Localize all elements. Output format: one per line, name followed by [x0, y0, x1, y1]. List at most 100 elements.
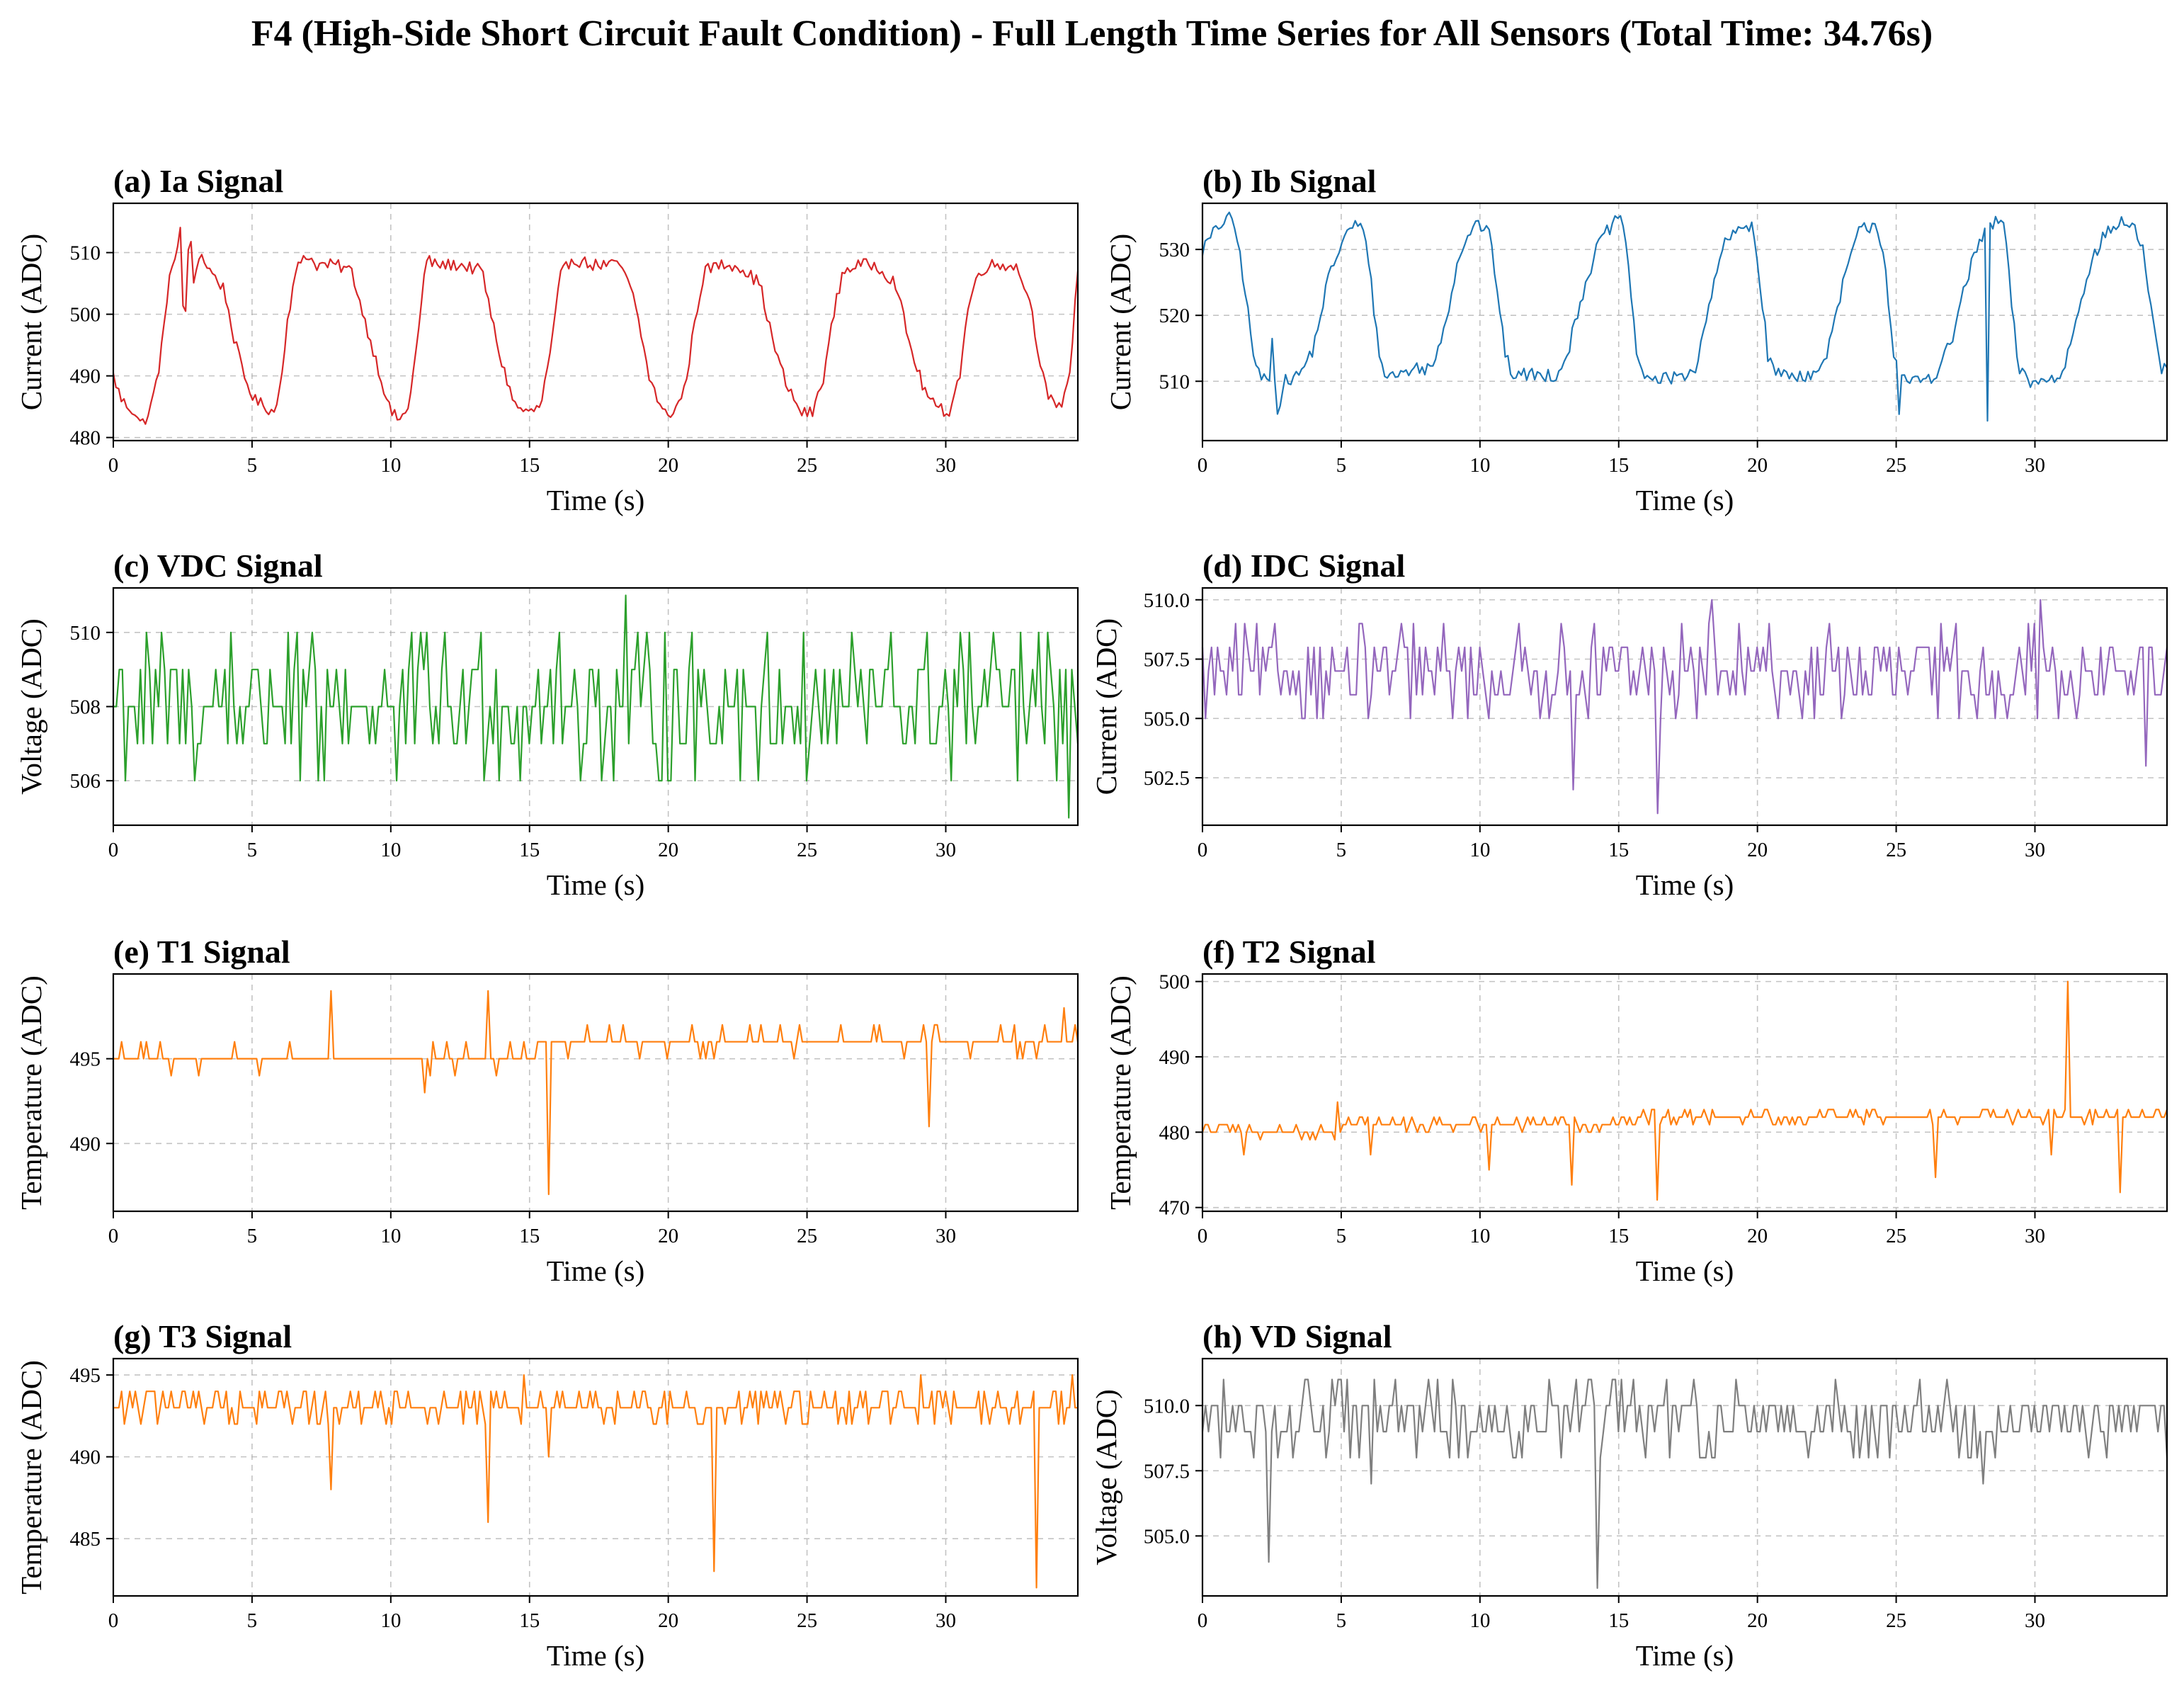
- x-axis-label: Time (s): [547, 484, 645, 516]
- x-tick-label: 25: [797, 1225, 817, 1247]
- panel-title-idc: (d) IDC Signal: [1202, 548, 1405, 584]
- y-tick-label: 495: [70, 1048, 101, 1071]
- x-axis-label: Time (s): [547, 1254, 645, 1287]
- panel-title-vdc: (c) VDC Signal: [113, 548, 323, 584]
- x-tick-label: 25: [1886, 1609, 1906, 1632]
- panel-title-t1: (e) T1 Signal: [113, 934, 290, 970]
- x-tick-label: 30: [935, 1609, 956, 1632]
- plot-frame: [1201, 1357, 2168, 1597]
- x-tick-label: 15: [1608, 839, 1629, 861]
- x-tick-label: 0: [108, 1225, 119, 1247]
- plot-frame: [1201, 587, 2168, 827]
- x-tick-label: 5: [1336, 1609, 1347, 1632]
- figure-title: F4 (High-Side Short Circuit Fault Condit…: [251, 13, 1933, 54]
- x-tick-label: 25: [1886, 839, 1906, 861]
- panel-t2: (f) T2 Signal 0 5 10 15 20 25 30 470 480 490 500 Tim…: [1104, 934, 2168, 1287]
- y-axis-label: Current (ADC): [1104, 234, 1137, 410]
- series-line-t1: [113, 990, 1079, 1196]
- series-line-ia: [112, 227, 1079, 425]
- x-tick-label: 20: [658, 839, 678, 861]
- y-tick-label: 510: [1159, 370, 1190, 393]
- x-tick-label: 10: [1469, 1225, 1490, 1247]
- x-tick-label: 10: [1469, 454, 1490, 477]
- x-tick-label: 5: [247, 1225, 258, 1247]
- x-tick-label: 0: [108, 1609, 119, 1632]
- x-tick-label: 10: [380, 1609, 401, 1632]
- panel-title-vd: (h) VD Signal: [1202, 1318, 1392, 1354]
- x-tick-label: 5: [247, 1609, 258, 1632]
- series-line-ib: [1201, 211, 2168, 422]
- x-tick-label: 10: [1469, 839, 1490, 861]
- x-tick-label: 25: [797, 839, 817, 861]
- y-tick-label: 510.0: [1144, 1395, 1190, 1417]
- y-tick-label: 480: [70, 427, 101, 450]
- x-tick-label: 15: [1608, 454, 1629, 477]
- y-tick-label: 502.5: [1144, 767, 1190, 790]
- y-tick-label: 505.0: [1144, 708, 1190, 730]
- x-tick-label: 30: [935, 454, 956, 477]
- y-axis-label: Temperature (ADC): [1104, 975, 1137, 1210]
- y-tick-label: 490: [1159, 1046, 1190, 1069]
- x-tick-label: 0: [108, 454, 119, 477]
- series-line-vdc: [113, 594, 1079, 819]
- y-axis-label: Temperature (ADC): [15, 1360, 47, 1594]
- y-tick-label: 507.5: [1144, 1460, 1190, 1483]
- series-line-vd: [1201, 1378, 2168, 1590]
- x-axis-label: Time (s): [1636, 1254, 1734, 1287]
- y-tick-label: 490: [70, 1446, 101, 1469]
- x-axis-label: Time (s): [547, 1639, 645, 1672]
- panel-t1: (e) T1 Signal 0 5 10 15 20 25 30 490 495 Time (s) T…: [15, 934, 1079, 1287]
- x-axis-label: Time (s): [547, 868, 645, 901]
- panel-title-t3: (g) T3 Signal: [113, 1318, 292, 1354]
- x-tick-label: 5: [1336, 1225, 1347, 1247]
- x-tick-label: 10: [380, 1225, 401, 1247]
- x-tick-label: 10: [380, 454, 401, 477]
- plot-frame: [112, 1357, 1079, 1597]
- x-tick-label: 15: [519, 1225, 540, 1247]
- x-tick-label: 25: [797, 454, 817, 477]
- panel-title-ia: (a) Ia Signal: [113, 163, 283, 199]
- plot-frame: [112, 202, 1079, 442]
- y-tick-label: 507.5: [1144, 649, 1190, 672]
- y-axis-label: Voltage (ADC): [1090, 1389, 1122, 1565]
- panel-idc: (d) IDC Signal 0 5 10 15 20 25 30 502.5 505.0 507.…: [1090, 548, 2168, 901]
- y-tick-label: 508: [70, 696, 101, 719]
- y-tick-label: 510.0: [1144, 589, 1190, 612]
- x-tick-label: 30: [935, 1225, 956, 1247]
- plot-frame: [1201, 202, 2168, 442]
- x-tick-label: 30: [2025, 1609, 2045, 1632]
- x-tick-label: 0: [108, 839, 119, 861]
- panel-title-ib: (b) Ib Signal: [1202, 163, 1376, 199]
- x-tick-label: 30: [2025, 839, 2045, 861]
- x-tick-label: 20: [658, 1225, 678, 1247]
- x-tick-label: 10: [1469, 1609, 1490, 1632]
- x-tick-label: 0: [1198, 1225, 1208, 1247]
- x-tick-label: 25: [797, 1609, 817, 1632]
- series-line-t3: [113, 1374, 1078, 1589]
- x-tick-label: 5: [247, 839, 258, 861]
- y-tick-label: 485: [70, 1528, 101, 1551]
- panel-vd: (h) VD Signal 0 5 10 15 20 25 30 505.0 507.5 510.0…: [1090, 1318, 2168, 1672]
- x-tick-label: 0: [1198, 454, 1208, 477]
- x-tick-label: 30: [2025, 454, 2045, 477]
- x-tick-label: 20: [658, 1609, 678, 1632]
- x-tick-label: 15: [1608, 1225, 1629, 1247]
- plot-frame: [1201, 973, 2168, 1213]
- x-tick-label: 20: [658, 454, 678, 477]
- plot-frame: [112, 973, 1079, 1213]
- y-tick-label: 510: [70, 242, 101, 265]
- x-tick-label: 20: [1747, 454, 1768, 477]
- x-tick-label: 0: [1198, 1609, 1208, 1632]
- x-tick-label: 15: [519, 1609, 540, 1632]
- x-tick-label: 15: [519, 839, 540, 861]
- y-tick-label: 506: [70, 770, 101, 793]
- x-tick-label: 15: [1608, 1609, 1629, 1632]
- x-tick-label: 20: [1747, 1225, 1768, 1247]
- series-line-idc: [1201, 599, 2168, 815]
- x-tick-label: 15: [519, 454, 540, 477]
- series-line-t2: [1201, 980, 2168, 1201]
- y-tick-label: 510: [70, 622, 101, 645]
